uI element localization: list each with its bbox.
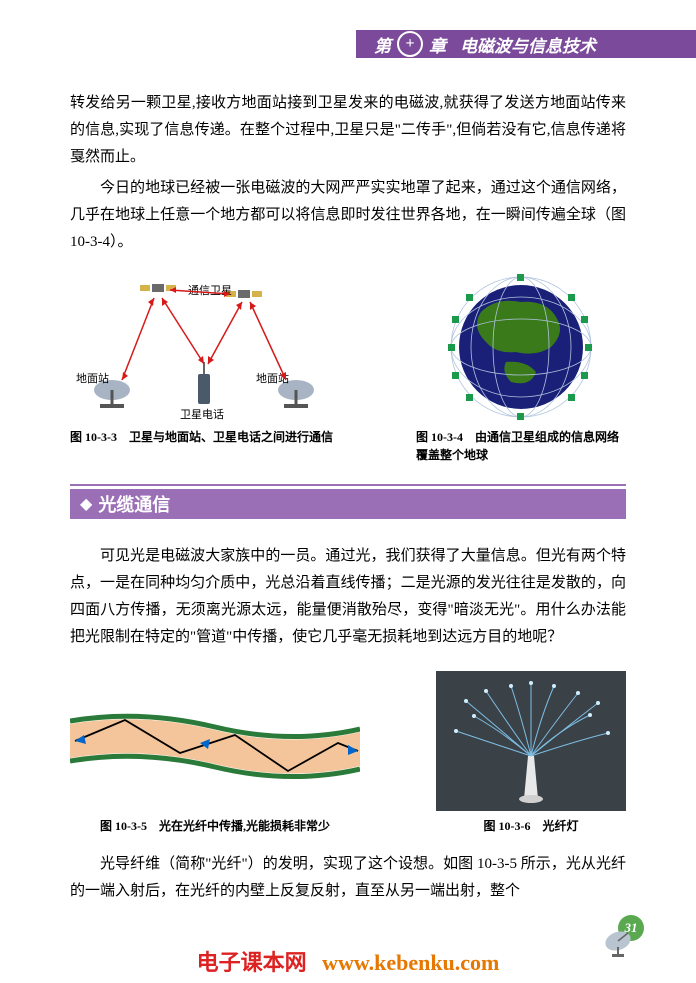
figure-10-3-3-image: 通信卫星 地面站 bbox=[70, 272, 340, 422]
ground-left-label: 地面站 bbox=[76, 371, 109, 385]
figure-10-3-4-image bbox=[416, 272, 626, 422]
section-header-line bbox=[70, 484, 626, 486]
figure-10-3-6: 图 10-3-6 光纤灯 bbox=[436, 671, 626, 835]
chapter-number-icon bbox=[397, 31, 423, 57]
paragraph-2: 今日的地球已经被一张电磁波的大网严严实实地罩了起来，通过这个通信网络，几乎在地球… bbox=[70, 175, 626, 256]
figure-10-3-3-caption: 图 10-3-3 卫星与地面站、卫星电话之间进行通信 bbox=[70, 428, 340, 446]
dish-icon bbox=[602, 927, 638, 957]
figure-10-3-6-caption: 图 10-3-6 光纤灯 bbox=[436, 817, 626, 835]
figure-10-3-4: 图 10-3-4 由通信卫星组成的信息网络覆盖整个地球 bbox=[416, 272, 626, 464]
chapter-header: 第 章 电磁波与信息技术 bbox=[356, 30, 696, 58]
section-title: 光缆通信 bbox=[98, 491, 170, 517]
figure-row-2: 图 10-3-5 光在光纤中传播,光能损耗非常少 bbox=[70, 671, 626, 835]
paragraph-3: 可见光是电磁波大家族中的一员。通过光，我们获得了大量信息。但光有两个特点，一是在… bbox=[70, 543, 626, 651]
figure-row-1: 通信卫星 地面站 bbox=[70, 272, 626, 464]
fiber-svg bbox=[70, 699, 360, 789]
paragraph-1: 转发给另一颗卫星,接收方地面站接到卫星发来的电磁波,就获得了发送方地面站传来的信… bbox=[70, 90, 626, 171]
watermark-left: 电子课本网 bbox=[197, 950, 307, 975]
paragraph-4: 光导纤维（简称"光纤"）的发明，实现了这个设想。如图 10-3-5 所示，光从光… bbox=[70, 851, 626, 905]
figure-10-3-4-caption: 图 10-3-4 由通信卫星组成的信息网络覆盖整个地球 bbox=[416, 428, 626, 464]
figure-10-3-6-image bbox=[436, 671, 626, 811]
section-header: ◆ 光缆通信 bbox=[70, 484, 626, 519]
figure-10-3-3: 通信卫星 地面站 bbox=[70, 272, 340, 464]
phone-label: 卫星电话 bbox=[180, 408, 224, 421]
figure-10-3-5-caption: 图 10-3-5 光在光纤中传播,光能损耗非常少 bbox=[70, 817, 360, 835]
figure-10-3-5-image bbox=[70, 699, 360, 789]
page: 第 章 电磁波与信息技术 转发给另一颗卫星,接收方地面站接到卫星发来的电磁波,就… bbox=[0, 0, 696, 983]
fiber-lamp-svg bbox=[436, 671, 626, 811]
main-content: 转发给另一颗卫星,接收方地面站接到卫星发来的电磁波,就获得了发送方地面站传来的信… bbox=[70, 90, 626, 909]
diamond-icon: ◆ bbox=[80, 494, 92, 514]
chapter-title-row: 第 章 电磁波与信息技术 bbox=[374, 31, 596, 57]
chapter-prefix: 第 bbox=[374, 32, 391, 57]
figure-10-3-5: 图 10-3-5 光在光纤中传播,光能损耗非常少 bbox=[70, 699, 360, 835]
page-number-badge: 31 bbox=[602, 913, 646, 957]
watermark-right: www.kebenku.com bbox=[322, 950, 499, 975]
chapter-suffix: 章 bbox=[429, 32, 446, 57]
satellite-phone bbox=[198, 362, 210, 404]
chapter-title: 电磁波与信息技术 bbox=[460, 32, 596, 57]
globe-svg bbox=[416, 272, 626, 422]
satellite-left bbox=[140, 284, 176, 292]
watermark: 电子课本网 www.kebenku.com bbox=[197, 945, 500, 977]
satellite-diagram-svg: 通信卫星 地面站 bbox=[70, 272, 340, 422]
section-header-bar: ◆ 光缆通信 bbox=[70, 489, 626, 519]
